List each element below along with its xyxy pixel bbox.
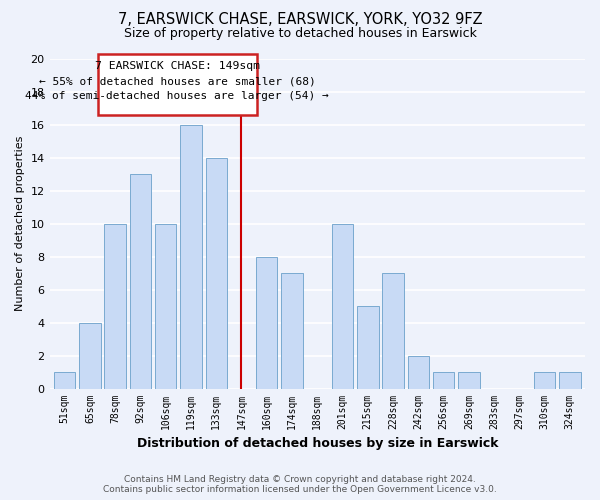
- Text: Contains public sector information licensed under the Open Government Licence v3: Contains public sector information licen…: [103, 485, 497, 494]
- Bar: [332, 224, 353, 388]
- Bar: [206, 158, 227, 388]
- Bar: [559, 372, 581, 388]
- Text: Size of property relative to detached houses in Earswick: Size of property relative to detached ho…: [124, 28, 476, 40]
- Bar: [534, 372, 556, 388]
- Bar: [382, 273, 404, 388]
- Text: ← 55% of detached houses are smaller (68): ← 55% of detached houses are smaller (68…: [39, 76, 316, 86]
- X-axis label: Distribution of detached houses by size in Earswick: Distribution of detached houses by size …: [137, 437, 498, 450]
- Bar: [256, 256, 277, 388]
- Text: 7 EARSWICK CHASE: 149sqm: 7 EARSWICK CHASE: 149sqm: [95, 62, 260, 72]
- Bar: [104, 224, 126, 388]
- Bar: [98, 54, 257, 115]
- Bar: [155, 224, 176, 388]
- Bar: [54, 372, 76, 388]
- Bar: [79, 322, 101, 388]
- Text: 7, EARSWICK CHASE, EARSWICK, YORK, YO32 9FZ: 7, EARSWICK CHASE, EARSWICK, YORK, YO32 …: [118, 12, 482, 28]
- Text: Contains HM Land Registry data © Crown copyright and database right 2024.: Contains HM Land Registry data © Crown c…: [124, 474, 476, 484]
- Y-axis label: Number of detached properties: Number of detached properties: [15, 136, 25, 312]
- Bar: [180, 125, 202, 388]
- Text: 44% of semi-detached houses are larger (54) →: 44% of semi-detached houses are larger (…: [25, 91, 329, 101]
- Bar: [130, 174, 151, 388]
- Bar: [357, 306, 379, 388]
- Bar: [281, 273, 303, 388]
- Bar: [458, 372, 479, 388]
- Bar: [407, 356, 429, 388]
- Bar: [433, 372, 454, 388]
